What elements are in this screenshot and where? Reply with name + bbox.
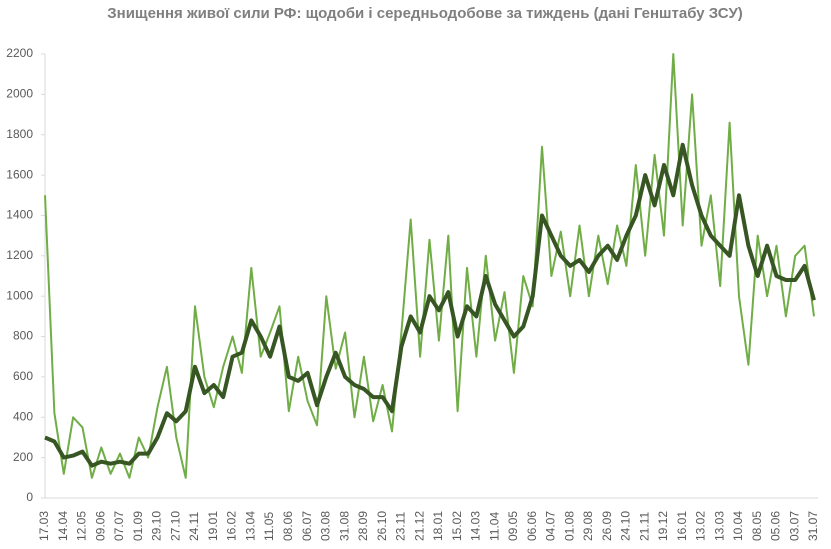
y-tick-label: 2000 [6, 87, 33, 101]
x-tick-label: 31.08 [337, 511, 351, 541]
x-tick-label: 10.04 [731, 511, 745, 541]
y-tick-label: 1200 [6, 248, 33, 262]
x-tick-label: 14.03 [469, 511, 483, 541]
x-tick-label: 06.07 [300, 511, 314, 541]
x-tick-label: 16.02 [225, 511, 239, 541]
x-tick-label: 11.04 [487, 512, 501, 541]
x-tick-label: 13.02 [694, 511, 708, 541]
x-tick-label: 11.05 [262, 512, 276, 541]
x-tick-label: 27.10 [168, 511, 182, 541]
y-tick-label: 2200 [6, 46, 33, 60]
x-tick-label: 24.10 [619, 511, 633, 541]
x-tick-label: 26.09 [600, 511, 614, 541]
x-tick-label: 18.01 [431, 511, 445, 541]
x-tick-label: 19.01 [206, 511, 220, 541]
series-line [44, 142, 816, 468]
x-tick-label: 13.04 [243, 511, 257, 541]
x-tick-label: 12.05 [75, 511, 89, 541]
x-tick-label: 07.07 [112, 511, 126, 541]
x-tick-label: 09.06 [93, 511, 107, 541]
series-line [44, 53, 815, 479]
x-tick-label: 03.07 [787, 511, 801, 541]
chart-title: Знищення живої сили РФ: щодоби і середнь… [107, 5, 743, 22]
x-tick-label: 01.09 [131, 511, 145, 541]
x-tick-label: 17.03 [37, 511, 51, 541]
x-tick-label: 21.12 [412, 511, 426, 541]
x-tick-label: 19.12 [656, 511, 670, 541]
y-tick-label: 200 [13, 450, 33, 464]
x-tick-label: 26.10 [375, 511, 389, 541]
x-tick-label: 08.06 [281, 511, 295, 541]
x-tick-label: 13.03 [712, 511, 726, 541]
x-tick-label: 09.05 [506, 511, 520, 541]
y-tick-label: 1800 [6, 127, 33, 141]
x-tick-label: 23.11 [394, 512, 408, 541]
x-tick-label: 14.04 [56, 511, 70, 541]
x-tick-label: 15.02 [450, 511, 464, 541]
y-tick-label: 600 [13, 369, 33, 383]
x-tick-label: 29.10 [150, 511, 164, 541]
y-tick-label: 400 [13, 409, 33, 423]
x-tick-label: 21.11 [637, 512, 651, 541]
x-tick-label: 05.06 [769, 511, 783, 541]
x-tick-label: 08.05 [750, 511, 764, 541]
x-tick-label: 24.11 [187, 512, 201, 541]
x-tick-label: 29.08 [581, 511, 595, 541]
x-tick-label: 31.07 [806, 511, 820, 541]
x-tick-label: 03.08 [319, 511, 333, 541]
x-tick-label: 16.01 [675, 511, 689, 541]
y-tick-label: 1400 [6, 208, 33, 222]
y-tick-label: 0 [26, 490, 33, 504]
y-tick-label: 1600 [6, 167, 33, 181]
x-tick-label: 04.07 [544, 511, 558, 541]
x-tick-label: 28.09 [356, 511, 370, 541]
y-tick-label: 1000 [6, 288, 33, 302]
x-tick-label: 06.06 [525, 511, 539, 541]
x-tick-label: 01.08 [562, 511, 576, 541]
y-tick-label: 800 [13, 329, 33, 343]
